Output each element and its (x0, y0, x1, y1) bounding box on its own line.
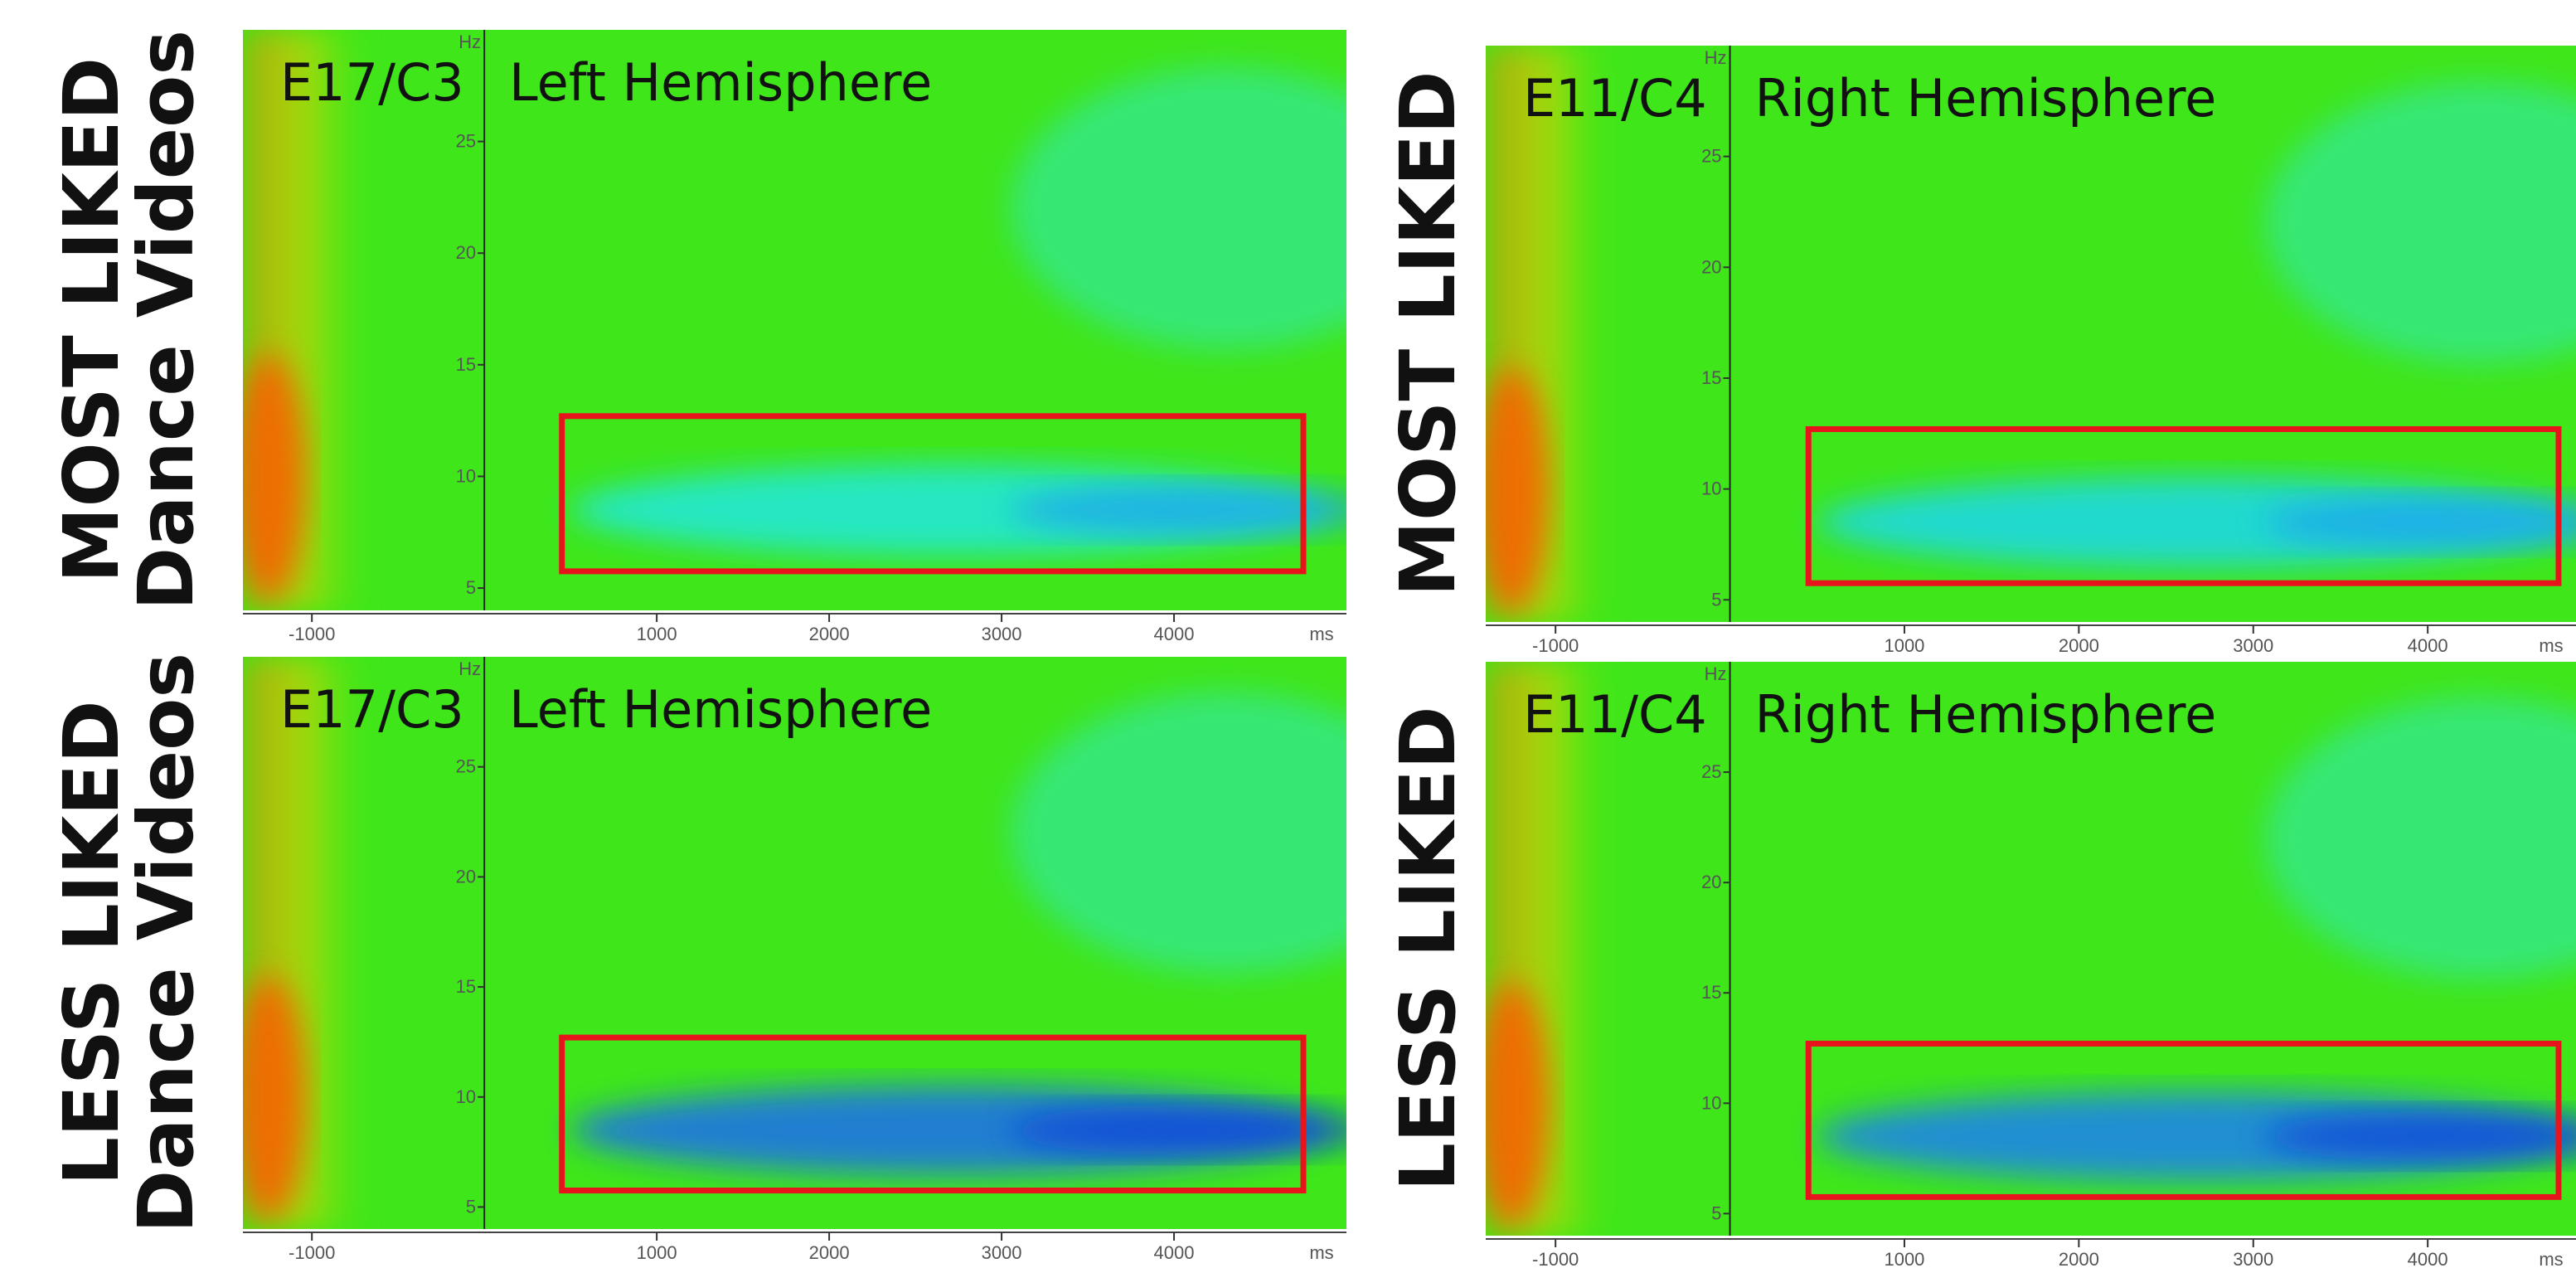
y-tick-label: 10 (1701, 1092, 1721, 1113)
x-tick-label: 4000 (2408, 635, 2448, 656)
y-tick-label: 5 (466, 577, 476, 598)
x-tick-label: 2000 (2059, 1249, 2099, 1268)
heatmap-hot-spot (243, 975, 307, 1218)
x-tick-label: 3000 (982, 624, 1022, 644)
x-tick-label: 3000 (2233, 635, 2273, 656)
y-tick-label: 15 (1701, 367, 1721, 388)
x-tick-label: 4000 (1154, 1242, 1195, 1263)
row-label: LESS LIKED (47, 700, 136, 1185)
x-tick-label: 3000 (982, 1242, 1022, 1263)
heatmap-cool-core (1008, 1105, 1346, 1156)
y-tick-label: 10 (456, 465, 476, 486)
y-tick-label: 25 (1701, 761, 1721, 782)
row-label: Dance Videos (122, 653, 211, 1233)
electrode-label: E11/C4 (1523, 68, 1707, 129)
panel-title: Right Hemisphere (1755, 68, 2217, 129)
y-tick-label: 25 (456, 756, 476, 777)
x-tick-label: 2000 (2059, 635, 2099, 656)
x-tick-label: -1000 (289, 1242, 335, 1263)
heatmap (243, 657, 1346, 1229)
y-tick-label: 5 (1711, 589, 1721, 610)
x-axis-label: ms (1309, 1242, 1333, 1263)
heatmap-cyan-top (1010, 692, 1346, 974)
heatmap (243, 30, 1346, 610)
row-label: MOST LIKED (1384, 70, 1472, 596)
heatmap-hot-spot (1486, 367, 1550, 611)
x-tick-label: 1000 (637, 624, 677, 644)
x-tick-label: 2000 (809, 624, 850, 644)
y-tick-label: 20 (456, 866, 476, 887)
panel: 5 10 15 20 25 -1000 1000 2000 3000 4000 Hz ms E11/C4… (1486, 46, 2576, 656)
x-tick-label: 4000 (1154, 624, 1195, 644)
y-tick-label: 15 (456, 976, 476, 997)
x-tick-label: 4000 (2408, 1249, 2448, 1268)
heatmap-cool-core (1008, 483, 1346, 536)
y-axis-label: Hz (458, 32, 481, 52)
y-axis-label: Hz (1705, 663, 1727, 684)
x-tick-label: 2000 (809, 1242, 850, 1263)
x-tick-label: -1000 (1532, 1249, 1579, 1268)
electrode-label: E17/C3 (280, 679, 464, 740)
panel-title: Left Hemisphere (509, 679, 932, 740)
row-label: LESS LIKED (1384, 706, 1472, 1191)
highlight-box (1805, 1040, 2562, 1200)
x-tick-label: 3000 (2233, 1249, 2273, 1268)
y-tick-label: 25 (456, 131, 476, 152)
y-tick-label: 15 (1701, 982, 1721, 1003)
highlight-box (559, 413, 1307, 575)
y-tick-label: 5 (1711, 1202, 1721, 1223)
panel: 5 10 15 20 25 -1000 1000 2000 3000 4000 Hz ms E17/C3… (243, 30, 1346, 644)
panel: 5 10 15 20 25 -1000 1000 2000 3000 4000 Hz ms E11/C4… (1486, 662, 2576, 1268)
x-axis-label: ms (1309, 624, 1333, 644)
y-tick-label: 25 (1701, 146, 1721, 167)
y-tick-label: 5 (466, 1196, 476, 1217)
x-axis-label: ms (2539, 1249, 2563, 1268)
heatmap-hot-spot (243, 353, 307, 600)
heatmap-hot-spot (1486, 981, 1550, 1225)
heatmap-cyan-top (2264, 81, 2576, 364)
highlight-box (1805, 425, 2562, 586)
y-tick-label: 20 (1701, 256, 1721, 277)
heatmap-cyan-top (1010, 67, 1346, 350)
highlight-box (559, 1034, 1307, 1194)
y-tick-label: 10 (456, 1086, 476, 1107)
panel-title: Right Hemisphere (1755, 684, 2217, 745)
electrode-label: E17/C3 (280, 52, 464, 113)
y-axis-label: Hz (1705, 47, 1727, 68)
y-axis-label: Hz (458, 658, 481, 679)
heatmap (1486, 662, 2576, 1236)
y-tick-label: 20 (456, 242, 476, 263)
x-tick-label: 1000 (1884, 635, 1924, 656)
y-tick-label: 10 (1701, 479, 1721, 499)
heatmap-cool-core (2263, 1110, 2576, 1162)
panel-title: Left Hemisphere (509, 52, 932, 113)
x-tick-label: -1000 (289, 624, 335, 644)
heatmap (1486, 46, 2576, 622)
x-axis-label: ms (2539, 635, 2563, 656)
x-tick-label: 1000 (1884, 1249, 1924, 1268)
y-tick-label: 15 (456, 354, 476, 375)
x-tick-label: -1000 (1532, 635, 1579, 656)
row-label: Dance Videos (122, 30, 211, 610)
heatmap-cyan-top (2264, 697, 2576, 979)
y-tick-label: 20 (1701, 872, 1721, 892)
electrode-label: E11/C4 (1523, 684, 1707, 745)
heatmap-cool-core (2263, 496, 2576, 548)
panel: 5 10 15 20 25 -1000 1000 2000 3000 4000 Hz ms E17/C3… (243, 657, 1346, 1263)
x-tick-label: 1000 (637, 1242, 677, 1263)
row-label: MOST LIKED (47, 57, 136, 583)
